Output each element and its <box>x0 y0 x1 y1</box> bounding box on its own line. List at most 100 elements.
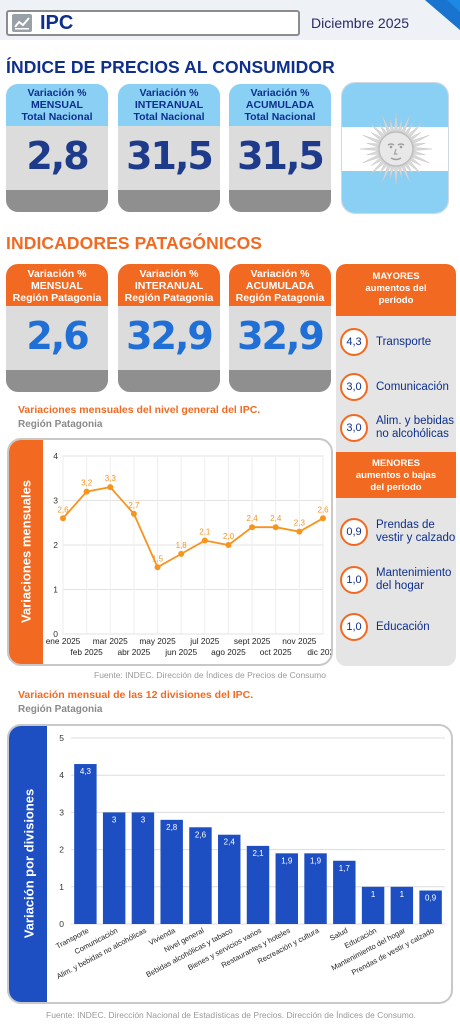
x-tick-label: abr 2025 <box>118 647 151 657</box>
data-point <box>201 537 208 544</box>
value-circle: 4,3 <box>340 328 368 356</box>
data-label: 1,8 <box>176 541 188 550</box>
y-tick-label: 3 <box>53 496 58 506</box>
y-tick-label: 2 <box>53 540 58 550</box>
data-point <box>249 524 256 531</box>
data-label: 2,6 <box>57 505 69 514</box>
value-circle: 0,9 <box>340 518 368 546</box>
y-tick-label: 2 <box>59 845 64 855</box>
bar-chart-title: Variación mensual de las 12 divisiones d… <box>18 689 254 701</box>
data-label: 0,9 <box>425 894 437 903</box>
division-label: Mantenimiento del hogar <box>376 567 452 592</box>
data-label: 2,4 <box>247 514 259 523</box>
panel-heading: MAYORES <box>372 271 420 282</box>
bar <box>304 853 327 924</box>
card-footer <box>229 370 331 392</box>
x-tick-label: feb 2025 <box>70 647 103 657</box>
data-point <box>60 515 66 522</box>
national-accumulated-card: Variación % ACUMULADA Total Nacional 31,… <box>229 84 331 212</box>
data-label: 2,7 <box>128 501 140 510</box>
x-tick-label: nov 2025 <box>282 636 317 646</box>
x-tick-label: oct 2025 <box>260 647 292 657</box>
bar <box>419 890 442 924</box>
x-tick-label: mar 2025 <box>93 636 128 646</box>
data-label: 1 <box>400 890 405 899</box>
national-interannual-card: Variación % INTERANUAL Total Nacional 31… <box>118 84 220 212</box>
card-label: INTERANUAL <box>134 280 204 292</box>
card-value: 32,9 <box>237 314 325 358</box>
card-label: Variación % <box>27 268 87 280</box>
x-tick-label: jun 2025 <box>164 647 197 657</box>
y-tick-label: 4 <box>59 770 64 780</box>
data-point <box>320 515 326 522</box>
patagonia-accumulated-card: Variación % ACUMULADA Región Patagonia 3… <box>229 264 331 392</box>
division-label: Comunicación <box>376 380 449 393</box>
panel-heading: del período <box>370 482 422 493</box>
card-label: Total Nacional <box>244 111 316 123</box>
card-footer <box>6 370 108 392</box>
list-item: 3,0 Comunicación <box>336 369 456 405</box>
list-item: 1,0 Educación <box>336 609 456 645</box>
series-line <box>62 486 324 569</box>
bar <box>390 886 414 924</box>
data-point <box>107 484 114 491</box>
list-item: 1,0 Mantenimiento del hogar <box>336 562 456 598</box>
value-circle: 1,0 <box>340 613 368 641</box>
data-label: 1,9 <box>281 856 293 865</box>
panel-heading: aumentos o bajas <box>355 470 437 481</box>
x-tick-label: dic 2025 <box>307 647 331 657</box>
card-footer <box>118 370 220 392</box>
list-item: 4,3 Transporte <box>336 324 456 360</box>
line-chart-source: Fuente: INDEC. Dirección de Índices de P… <box>94 670 326 680</box>
x-tick-label: ene 2025 <box>46 636 81 646</box>
card-label: ACUMULADA <box>245 99 315 111</box>
card-label: ACUMULADA <box>245 280 315 292</box>
value-circle: 3,0 <box>340 414 368 442</box>
data-label: 2,0 <box>223 532 235 541</box>
data-label: 4,3 <box>80 767 92 776</box>
y-tick-label: 1 <box>53 585 58 595</box>
y-tick-label: 5 <box>59 733 64 743</box>
sun-of-may-icon <box>359 112 433 186</box>
data-label: 1 <box>371 890 376 899</box>
division-label: Educación <box>376 620 430 633</box>
x-tick-label: jul 2025 <box>189 636 219 646</box>
line-chart-frame: Variaciones mensuales 0 1 2 3 4 2,6 3,2 3,3 2,7 1… <box>7 438 333 666</box>
divisions-side-panel: MAYORES aumentos del período 4,3 Transpo… <box>336 264 456 666</box>
division-label: Alim. y bebidas no alcohólicas <box>376 415 454 440</box>
data-point <box>130 510 137 517</box>
line-chart: 0 1 2 3 4 2,6 3,2 3,3 2,7 1,5 1,8 2,1 2,0 2,4 2,4 2,3 2,… <box>46 451 331 657</box>
list-item: 0,9 Prendas de vestir y calzado <box>336 514 456 550</box>
data-label: 3 <box>112 815 117 824</box>
y-tick-label: 1 <box>59 882 64 892</box>
card-label: Total Nacional <box>21 111 93 123</box>
bar <box>160 819 183 924</box>
data-label: 2,3 <box>294 519 306 528</box>
card-label: Variación % <box>27 87 87 99</box>
data-point <box>83 488 90 495</box>
argentina-flag <box>341 82 449 214</box>
data-point <box>154 564 161 571</box>
value-circle: 1,0 <box>340 566 368 594</box>
data-label: 2,8 <box>166 823 178 832</box>
bar <box>361 886 385 924</box>
data-label: 2,4 <box>224 838 236 847</box>
card-label: Total Nacional <box>133 111 205 123</box>
card-value: 32,9 <box>126 314 214 358</box>
patagonia-interannual-card: Variación % INTERANUAL Región Patagonia … <box>118 264 220 392</box>
card-value: 2,8 <box>26 134 89 178</box>
card-value: 31,5 <box>237 134 325 178</box>
corner-triangle-icon <box>425 0 460 30</box>
y-tick-label: 0 <box>53 629 58 639</box>
data-label: 1,5 <box>152 554 164 563</box>
bar <box>131 812 155 924</box>
bar <box>218 834 241 924</box>
y-tick-label: 4 <box>53 451 58 461</box>
card-label: Variación % <box>250 268 310 280</box>
national-monthly-card: Variación % MENSUAL Total Nacional 2,8 <box>6 84 108 212</box>
data-label: 3 <box>141 815 146 824</box>
line-chart-title: Variaciones mensuales del nivel general … <box>18 404 261 416</box>
card-footer <box>6 190 108 212</box>
division-label: Transporte <box>376 335 432 348</box>
